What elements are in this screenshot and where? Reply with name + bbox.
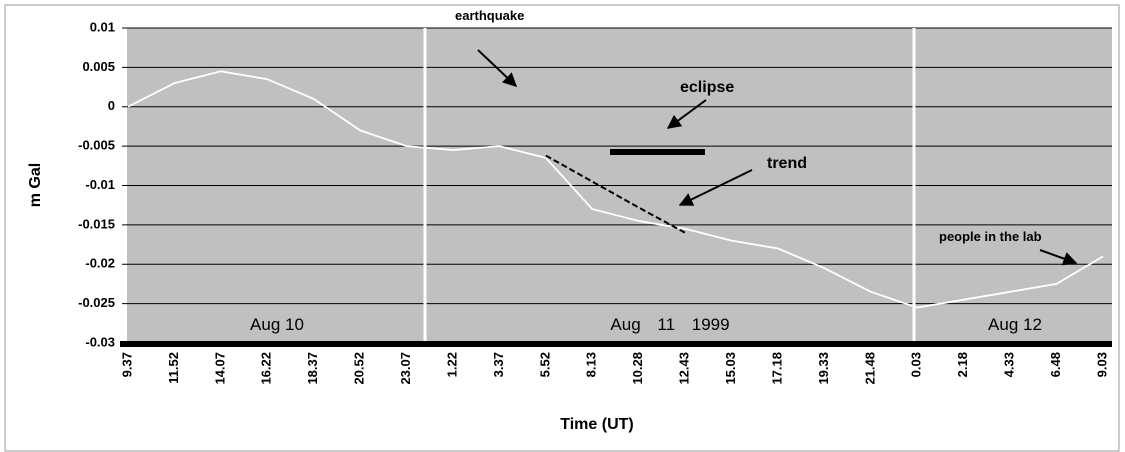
x-tick-label: 21.48 [862,352,877,385]
x-tick-label: 11.52 [166,352,181,384]
x-tick-label: 2.18 [955,352,970,377]
annotation: eclipse [680,79,734,96]
x-tick-label: 8.13 [584,352,599,377]
y-tick-label: -0.005 [78,138,115,153]
x-tick-label: 10.28 [630,352,645,385]
arrow [678,169,753,206]
x-tick-label: 23.07 [398,352,413,385]
x-tick-label: 20.52 [352,352,367,385]
y-tick-label: 0 [108,98,115,113]
y-tick-label: -0.025 [78,295,115,310]
x-tick-label: 1.22 [444,352,459,377]
y-tick-label: -0.03 [85,334,115,349]
x-tick-label: 3.37 [491,352,506,377]
x-tick-label: 16.22 [259,352,274,385]
x-tick-label: 5.52 [537,352,552,377]
y-tick-label: -0.015 [78,216,115,231]
x-tick-label: 9.37 [119,352,134,377]
x-axis-label: Time (UT) [560,416,633,433]
frame [4,4,1120,452]
annotation: people in the lab [939,229,1042,244]
x-tick-label: 14.07 [212,352,227,385]
day-label: Aug 12 [988,315,1042,334]
data-line [127,70,1104,309]
y-tick-label: 0.005 [82,59,115,74]
day-label: Aug 11 1999 [610,315,729,334]
y-axis-label: m Gal [27,163,44,207]
arrow [666,99,707,129]
x-tick-label: 12.43 [677,352,692,385]
y-tick-label: 0.01 [90,19,115,34]
annotation: trend [767,155,807,172]
arrow [1039,249,1078,266]
x-tick-label: 19.33 [816,352,831,385]
annotation: earthquake [455,8,524,23]
x-tick-label: 6.48 [1048,352,1063,377]
y-tick-label: -0.02 [85,256,115,271]
y-tick-label: -0.01 [85,177,115,192]
x-tick-label: 4.33 [1002,352,1017,377]
arrow [477,49,518,87]
x-tick-label: 18.37 [305,352,320,385]
day-label: Aug 10 [250,315,304,334]
x-tick-label: 9.03 [1094,352,1109,377]
x-tick-label: 15.03 [723,352,738,385]
x-tick-label: 0.03 [909,352,924,377]
x-tick-label: 17.18 [769,352,784,385]
